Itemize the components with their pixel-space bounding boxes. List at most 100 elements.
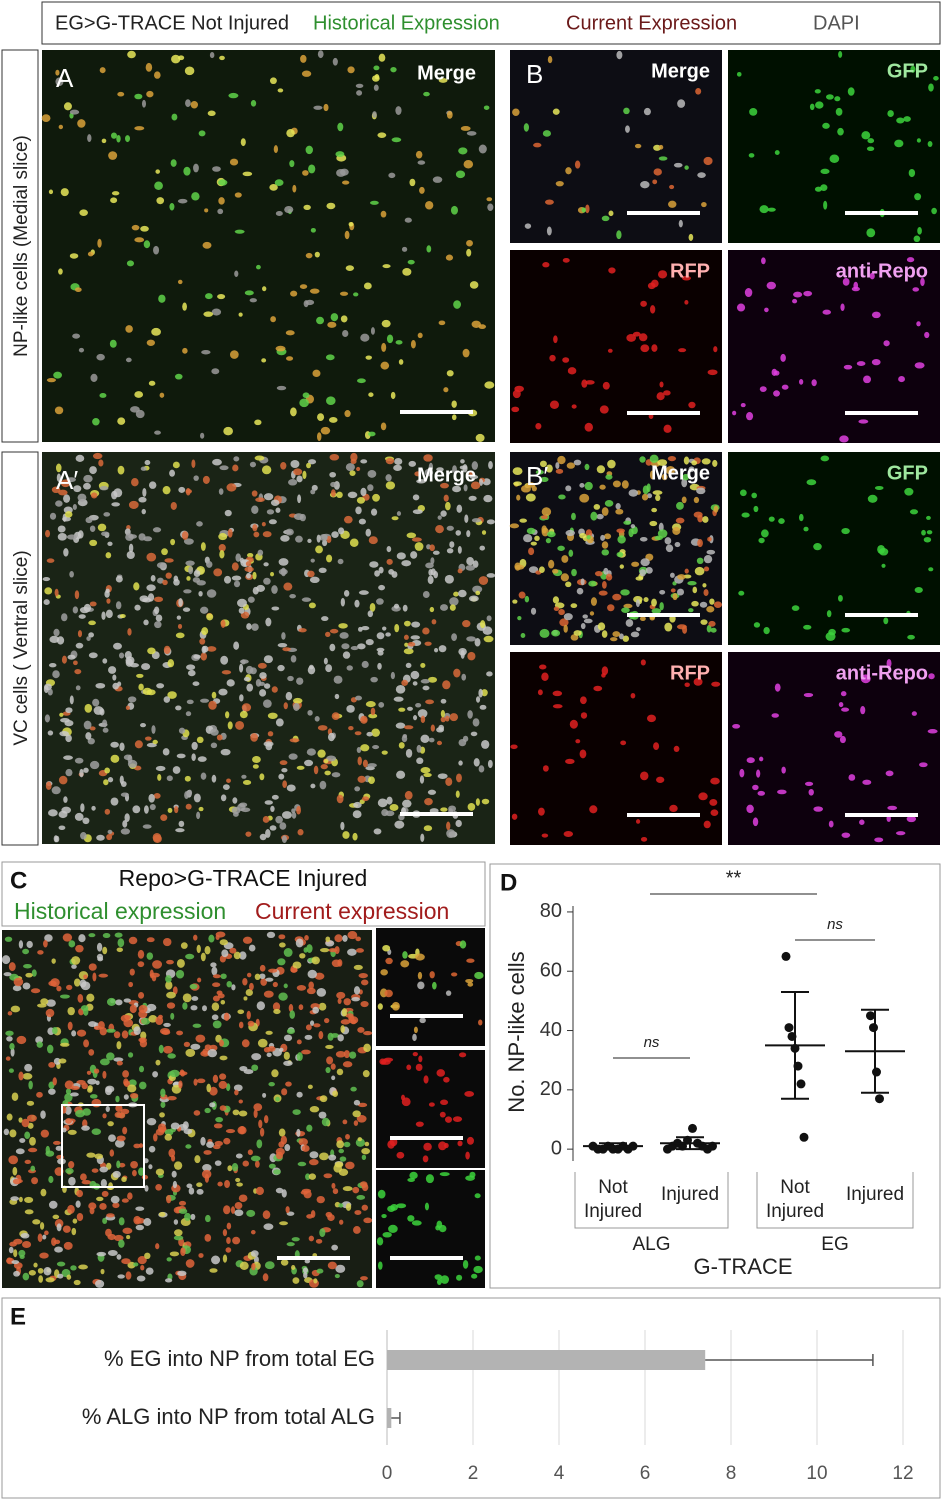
cell <box>539 664 547 670</box>
cell <box>227 721 233 730</box>
cell <box>403 634 409 640</box>
cell <box>739 489 747 497</box>
cell <box>691 600 699 607</box>
cell <box>99 1203 107 1210</box>
cell <box>75 1109 85 1118</box>
cell <box>469 474 479 480</box>
cell <box>24 1209 34 1215</box>
cell <box>164 1133 173 1141</box>
cell <box>303 947 308 953</box>
cell <box>18 940 24 949</box>
cell <box>458 760 463 766</box>
micrograph <box>728 250 940 443</box>
cell <box>18 1071 24 1081</box>
cell <box>220 655 229 665</box>
cell <box>217 208 224 215</box>
cell <box>326 202 336 210</box>
cell <box>61 613 68 622</box>
cell <box>186 664 196 671</box>
cell <box>316 316 325 325</box>
cell <box>306 748 316 756</box>
cell <box>799 379 804 385</box>
cell <box>240 807 251 813</box>
cell <box>325 354 335 361</box>
cell <box>292 184 297 193</box>
cell <box>196 944 201 954</box>
cell <box>702 516 709 523</box>
cell <box>157 577 164 584</box>
panel-tag: Merge <box>651 462 710 484</box>
cell <box>570 634 579 641</box>
cell <box>396 552 406 560</box>
cell <box>117 681 122 687</box>
cell <box>268 1081 275 1087</box>
cell <box>89 601 97 607</box>
cell <box>108 666 117 674</box>
cell <box>158 1044 164 1054</box>
cell <box>358 973 368 979</box>
panel-tag: Merge <box>651 60 710 82</box>
cell <box>226 980 233 988</box>
cell <box>486 197 493 202</box>
cell <box>24 1159 32 1165</box>
cell <box>246 572 251 579</box>
cell <box>410 635 421 640</box>
cell <box>588 580 597 587</box>
cell <box>540 476 549 482</box>
cell <box>151 725 156 734</box>
cell <box>344 230 350 240</box>
group-label: ALG <box>632 1234 670 1255</box>
cell <box>204 1233 212 1242</box>
cell <box>48 1088 56 1095</box>
cell <box>478 576 489 585</box>
data-point <box>781 951 791 961</box>
cell <box>12 1166 18 1176</box>
x-tick-label: 0 <box>382 1463 393 1484</box>
cell <box>72 1218 78 1224</box>
cell <box>566 462 575 469</box>
panel-tag: GFP <box>887 60 928 82</box>
cell <box>412 1051 418 1057</box>
cell <box>112 674 117 681</box>
cell <box>793 291 803 298</box>
cell <box>877 545 885 554</box>
cell <box>97 238 102 248</box>
cell <box>352 1186 360 1194</box>
cell <box>99 708 105 716</box>
cell <box>914 587 923 594</box>
cell <box>239 951 247 960</box>
cell <box>250 1155 261 1162</box>
cell <box>253 1103 263 1111</box>
cell <box>450 205 458 215</box>
cell <box>842 278 850 286</box>
cell <box>475 798 480 806</box>
cell <box>580 578 585 586</box>
cell <box>250 733 259 742</box>
cell <box>697 514 703 523</box>
cell <box>28 1270 36 1276</box>
cell <box>744 288 753 298</box>
cell <box>371 728 380 737</box>
cell <box>251 490 258 497</box>
cell <box>557 545 565 551</box>
cell <box>25 972 33 978</box>
cell <box>124 1015 132 1020</box>
cell <box>243 676 251 682</box>
cell <box>302 1267 308 1274</box>
cell <box>186 576 191 581</box>
cell <box>102 658 108 664</box>
cell <box>233 580 241 588</box>
cell <box>457 589 467 598</box>
cell <box>333 675 343 684</box>
cell <box>835 107 843 116</box>
cell <box>335 151 345 158</box>
cell <box>259 1127 265 1137</box>
cell <box>146 689 156 696</box>
cell <box>325 664 333 673</box>
cell <box>237 1009 245 1015</box>
cell <box>593 685 603 692</box>
cell <box>406 532 417 539</box>
cell <box>347 948 357 956</box>
cell <box>377 662 382 670</box>
cell <box>343 1050 350 1059</box>
